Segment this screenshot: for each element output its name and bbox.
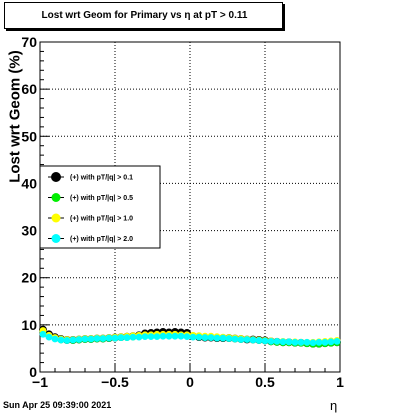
data-point (147, 333, 155, 341)
legend-marker (51, 172, 61, 182)
legend-label: (+) with pT/|q| > 2.0 (70, 236, 133, 243)
x-tick-label: 0.5 (255, 374, 275, 390)
data-point (255, 337, 263, 344)
y-tick-label: 30 (21, 223, 37, 239)
y-axis-label: Lost wrt Geom (%) (6, 50, 24, 183)
data-point (225, 335, 233, 342)
data-point (135, 333, 143, 341)
data-point (297, 338, 305, 346)
data-point (51, 335, 59, 343)
data-point (93, 335, 101, 342)
data-point (231, 335, 239, 343)
data-point (303, 338, 311, 346)
legend-label: (+) with pT/|q| > 0.5 (70, 195, 133, 202)
data-point (177, 332, 185, 340)
data-point (243, 336, 251, 343)
data-point (195, 333, 203, 341)
y-tick-label: 0 (29, 364, 37, 380)
data-point (261, 337, 269, 345)
data-point (123, 334, 131, 341)
legend-marker (51, 193, 61, 202)
data-point (129, 333, 137, 341)
data-point (63, 337, 71, 344)
data-point (315, 338, 323, 346)
data-point (141, 333, 149, 341)
data-point (213, 334, 221, 342)
title-box: Lost wrt Geom for Primary vs η at pT > 0… (4, 2, 283, 29)
data-point (207, 334, 215, 341)
data-point (219, 334, 227, 342)
data-point (105, 334, 113, 342)
data-point (237, 336, 245, 343)
legend-marker (51, 213, 61, 223)
data-point (171, 332, 179, 340)
data-point (279, 338, 287, 346)
data-point (75, 336, 83, 343)
data-point (291, 338, 299, 346)
data-point (111, 334, 119, 342)
data-point (327, 338, 335, 346)
data-point (153, 333, 161, 341)
data-point (285, 338, 293, 346)
data-point (69, 336, 77, 344)
y-tick-label: 10 (21, 317, 37, 333)
chart-title: Lost wrt Geom for Primary vs η at pT > 0… (41, 10, 248, 21)
y-tick-label: 40 (21, 175, 37, 191)
data-point (333, 337, 341, 345)
data-point (309, 339, 317, 347)
data-point (81, 335, 89, 343)
data-point (267, 337, 275, 345)
data-point (189, 333, 197, 341)
data-point (87, 335, 95, 343)
data-point (165, 332, 173, 340)
data-point (99, 335, 107, 342)
data-point (183, 333, 191, 341)
legend-marker (51, 234, 61, 243)
data-point (39, 330, 47, 338)
y-tick-label: 50 (21, 128, 37, 144)
data-point (117, 334, 125, 341)
x-tick-label: −1 (32, 374, 48, 390)
data-point (201, 334, 209, 341)
y-tick-label: 70 (21, 34, 37, 50)
data-point (159, 332, 167, 340)
y-tick-label: 60 (21, 81, 37, 97)
x-axis-label: η (330, 398, 338, 413)
x-tick-label: 1 (336, 374, 344, 390)
legend-label: (+) with pT/|q| > 0.1 (70, 175, 133, 182)
legend-label: (+) with pT/|q| > 1.0 (70, 216, 133, 223)
data-point (273, 337, 281, 345)
data-point (249, 336, 257, 344)
x-tick-label: −0.5 (101, 374, 129, 390)
data-point (45, 333, 53, 341)
data-point (57, 336, 65, 344)
x-tick-label: 0 (186, 374, 194, 390)
data-point (321, 338, 329, 346)
y-tick-label: 20 (21, 270, 37, 286)
timestamp: Sun Apr 25 09:39:00 2021 (3, 400, 112, 410)
